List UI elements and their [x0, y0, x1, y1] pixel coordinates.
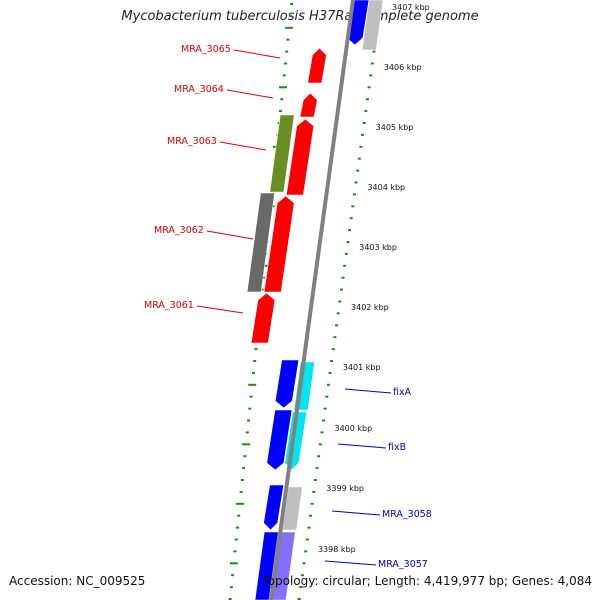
gene-leader-line [331, 510, 381, 516]
gene-leader-line [226, 89, 274, 99]
topology-text: Topology: circular; Length: 4,419,977 bp… [262, 574, 592, 588]
gene-label: MRA_3063 [167, 136, 217, 147]
gene-fixa [274, 359, 300, 409]
gene-leader-line [337, 443, 387, 449]
scale-label: 3402 kbp [351, 303, 389, 312]
map-title: Mycobacterium tuberculosis H37Ra, comple… [121, 9, 479, 24]
gene-leader-line [344, 388, 392, 394]
gene-mra-3058 [263, 484, 285, 531]
feature-mra-3063-green [269, 114, 295, 193]
gene-label: MRA_3064 [174, 84, 224, 95]
gene-mra-3064 [299, 92, 318, 118]
gene-label: MRA_3058 [382, 509, 432, 520]
inner-tick-ring [297, 3, 382, 600]
gene-mra-3065 [307, 47, 327, 84]
scale-label: 3401 kbp [343, 363, 381, 372]
gene-leader-line [196, 305, 244, 314]
gene-leader-line [233, 49, 281, 59]
feature-top-gray [361, 0, 384, 51]
gene-leader-line [206, 230, 254, 240]
gene-mra-3062 [263, 195, 295, 293]
scale-label: 3405 kbp [376, 123, 414, 132]
feature-mra-3062-gray [246, 192, 275, 293]
scale-label: 3399 kbp [326, 484, 364, 493]
gene-label: MRA_3065 [181, 44, 231, 55]
gene-leader-line [324, 560, 377, 566]
scale-label: 3403 kbp [359, 243, 397, 252]
gene-label: MRA_3061 [144, 300, 194, 311]
scale-label: 3400 kbp [335, 424, 373, 433]
gene-mra-3061 [250, 292, 276, 344]
gene-mra-3057 [254, 531, 279, 600]
gene-label: fixB [388, 442, 406, 453]
scale-label: 3398 kbp [318, 545, 356, 554]
gene-label: fixA [393, 387, 412, 398]
scale-label: 3404 kbp [367, 183, 405, 192]
gene-mra-3063 [286, 118, 315, 196]
genome-backbone [269, 0, 355, 600]
gene-fixb [266, 409, 293, 471]
scale-label: 3406 kbp [384, 63, 422, 72]
gene-label: MRA_3057 [378, 559, 428, 570]
scale-label: 3407 kbp [392, 3, 430, 12]
scale-ring: 3407 kbp 3406 kbp 3405 kbp 3404 kbp 3403 kbp… [318, 3, 430, 554]
feature-track [246, 0, 384, 600]
gene-label: MRA_3062 [154, 225, 204, 236]
accession-text: Accession: NC_009525 [9, 574, 146, 588]
gene-leader-line [219, 141, 267, 151]
gene-label-layer: MRA_3065 MRA_3064 MRA_3063 MRA_3062 MRA_3061… [144, 44, 432, 570]
